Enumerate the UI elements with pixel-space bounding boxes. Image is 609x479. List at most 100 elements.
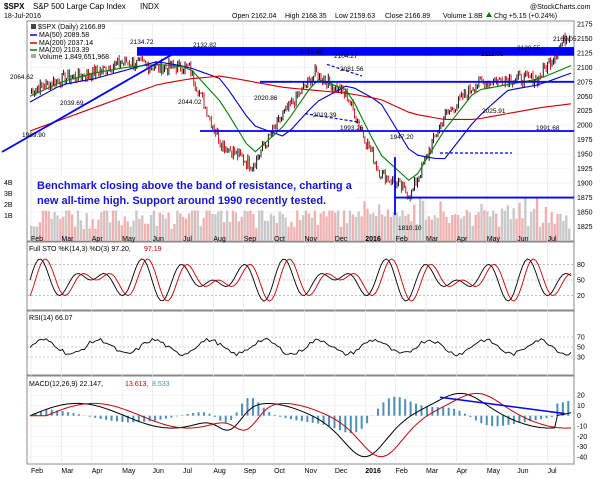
price-series (31, 32, 570, 202)
month-label-upper: Jul (548, 236, 557, 243)
month-label: Feb (31, 468, 43, 475)
macd-hist-bar (94, 415, 97, 418)
macd-hist-bar (77, 414, 80, 416)
volume-bar (325, 216, 328, 241)
volume-bar (290, 221, 293, 241)
sto-tick-label: 20 (577, 293, 585, 300)
macd-hist-bar (289, 415, 292, 420)
volume-bar (316, 224, 319, 241)
macd-hist-bar (230, 415, 233, 420)
macd-hist-bar (45, 409, 48, 416)
volume-bar (184, 218, 188, 241)
macd-hist-bar (170, 415, 173, 418)
macd-hist-bar (219, 415, 222, 421)
macd-hist-bar (480, 415, 483, 424)
volume-bar (272, 215, 276, 241)
volume-bar (56, 215, 59, 241)
price-callout: 1989.90 (22, 132, 46, 139)
volume-bar (500, 208, 504, 241)
macd-hist-bar (523, 415, 526, 423)
price-labels: 2134.72 2132.82 2064.62 2039.69 2044.02 2020.… (10, 36, 577, 232)
macd-hist-bar (143, 415, 146, 422)
volume-bar (553, 223, 556, 241)
macd-hist-bar (491, 415, 494, 427)
macd-hist-bar (154, 415, 157, 421)
volume-bar (278, 211, 281, 241)
volume-bar (556, 214, 559, 241)
moving-averages (29, 61, 572, 181)
macd-hist-bar (99, 415, 102, 419)
volume-bar (439, 201, 442, 241)
month-label: Feb (396, 468, 408, 475)
volume-bar (82, 228, 85, 241)
volume-bar (50, 218, 53, 241)
volume-bar (214, 214, 217, 241)
macd-hist-bar (376, 408, 379, 416)
month-label: Apr (456, 468, 468, 475)
macd-hist-bar (224, 415, 227, 423)
macd-hist-bar (393, 396, 396, 416)
price-tick-label: 2050 (577, 94, 593, 101)
macd-hist-bar (186, 414, 189, 416)
volume-bar (407, 213, 410, 241)
volume-bar (243, 206, 246, 241)
volume-bar (205, 206, 208, 241)
volume-bar (217, 211, 220, 241)
volume-bar (223, 222, 226, 241)
macd-hist-bar (110, 415, 113, 421)
macd-hist-bar (235, 412, 238, 416)
volume-bar (135, 207, 138, 241)
price-callout: 2019.39 (313, 112, 337, 119)
volume-bar (451, 214, 454, 241)
volume-bar (363, 201, 366, 241)
volume-bar (164, 218, 167, 241)
legend-ma50: MA(50) 2089.58 (39, 32, 89, 39)
macd-hist-bar (202, 412, 205, 416)
volume-bar (512, 208, 515, 241)
macd-tick-label: 20 (577, 393, 585, 400)
macd-hist-bar (404, 399, 407, 416)
macd-hist-bar (366, 415, 369, 424)
ma-line-2 (29, 75, 572, 132)
volume-bar (465, 210, 469, 241)
volume-bar (167, 212, 170, 241)
volume-bar (196, 203, 200, 241)
volume-bar (518, 202, 521, 241)
macd-hist-bar (121, 415, 124, 422)
macd-tick-label: -20 (577, 434, 587, 441)
change-value: Chg +5.15 (+0.24%) (494, 13, 557, 20)
volume-bar (532, 208, 536, 241)
sto-panel (26, 241, 575, 311)
macd-hist-bar (284, 415, 287, 419)
month-label-upper: Sep (244, 236, 257, 243)
volume-bar (433, 215, 436, 241)
price-callout: 1993.26 (340, 125, 364, 132)
macd-hist-bar (306, 415, 309, 422)
macd-hist-bar (556, 403, 559, 416)
month-label: Aug (213, 468, 226, 475)
macd-line (29, 392, 572, 458)
volume-bar (144, 223, 147, 241)
month-label-upper: Apr (92, 236, 104, 243)
index-name: S&P 500 Large Cap Index (33, 2, 126, 11)
volume-bar (252, 213, 255, 241)
macd-hist-bar (447, 407, 450, 416)
macd-hist-bar (115, 415, 118, 422)
volume-bar (392, 212, 395, 241)
watermark: @StockCharts.com (530, 4, 591, 11)
volume-bar (199, 226, 202, 241)
month-label: Jul (183, 468, 192, 475)
volume-bar (521, 218, 524, 241)
macd-hist-bar (34, 413, 37, 416)
macd-hist-bar (344, 415, 347, 433)
volume-bar (76, 202, 80, 241)
volume-bar (263, 220, 267, 241)
volume-bar (44, 209, 47, 241)
volume-bar (354, 216, 357, 241)
up-arrow-icon (486, 12, 492, 17)
volume-bar (448, 222, 451, 241)
macd-hist-bar (181, 415, 184, 416)
month-label-upper: Jun (153, 236, 164, 243)
rsi-tick-label: 30 (577, 355, 585, 362)
